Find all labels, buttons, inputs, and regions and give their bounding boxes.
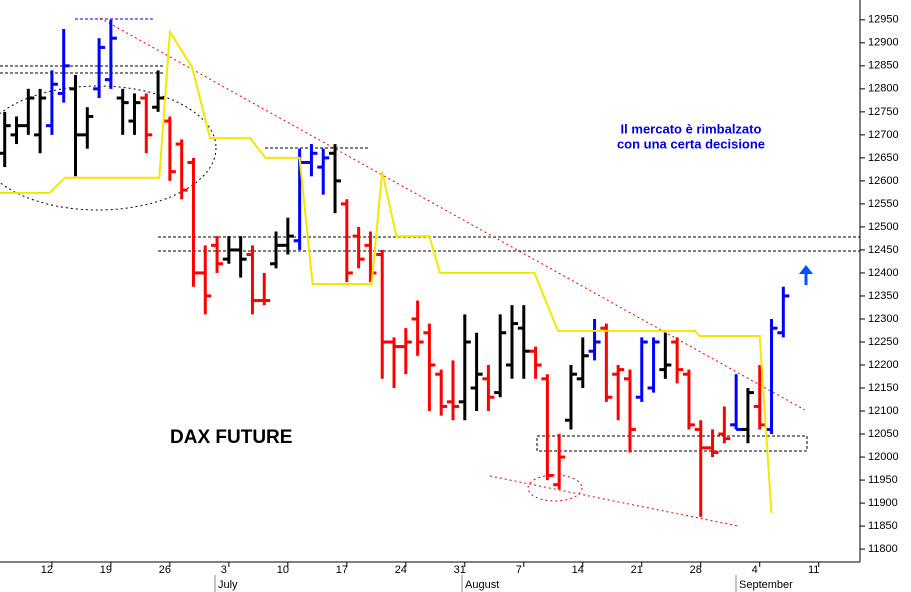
y-tick-label: 12550 — [868, 198, 899, 210]
y-tick-label: 12050 — [868, 428, 899, 440]
x-tick-label: 11 — [808, 564, 819, 576]
x-tick-label: 7 — [516, 564, 522, 576]
x-tick-label: 21 — [631, 564, 643, 576]
y-tick-label: 12600 — [868, 175, 899, 187]
y-tick-label: 12000 — [868, 451, 899, 463]
y-tick-label: 11850 — [868, 520, 898, 532]
x-tick-label: 31 — [454, 564, 466, 576]
month-label: July — [218, 579, 238, 591]
month-label: August — [465, 579, 499, 591]
x-tick-label: 19 — [100, 564, 112, 576]
highlight-ellipse — [0, 85, 217, 211]
x-tick-label: 10 — [277, 564, 289, 576]
month-label: September — [739, 579, 793, 591]
x-tick-label: 14 — [572, 564, 584, 576]
y-tick-label: 12500 — [868, 221, 899, 233]
x-tick-label: 4 — [752, 564, 758, 576]
overlay-line — [0, 28, 773, 514]
y-tick-label: 12450 — [868, 244, 899, 256]
y-tick-label: 12700 — [868, 129, 899, 141]
y-tick-label: 12250 — [868, 336, 899, 348]
y-tick-label: 12850 — [868, 60, 899, 72]
x-tick-label: 28 — [690, 564, 702, 576]
x-tick-label: 17 — [336, 564, 348, 576]
y-tick-label: 12900 — [868, 37, 899, 49]
up-arrow — [799, 265, 813, 285]
highlight-ellipse — [527, 474, 583, 502]
y-tick-label: 12650 — [868, 152, 899, 164]
x-tick-label: 12 — [41, 564, 53, 576]
y-tick-label: 12950 — [868, 14, 899, 26]
y-tick-label: 12800 — [868, 83, 899, 95]
annotation: Il mercato è rimbalzato — [621, 121, 762, 136]
x-tick-label: 24 — [395, 564, 407, 576]
x-tick-label: 26 — [159, 564, 171, 576]
x-tick-label: 3 — [221, 564, 227, 576]
y-tick-label: 12350 — [868, 290, 899, 302]
y-tick-label: 12400 — [868, 267, 899, 279]
chart-title: DAX FUTURE — [170, 427, 292, 448]
y-tick-label: 12750 — [868, 106, 899, 118]
y-tick-label: 11950 — [868, 474, 898, 486]
y-tick-label: 12300 — [868, 313, 899, 325]
y-tick-label: 11900 — [868, 497, 898, 509]
highlight-box — [536, 435, 808, 452]
annotation: con una certa decisione — [617, 136, 765, 151]
y-tick-label: 12200 — [868, 359, 899, 371]
trend-line — [489, 475, 739, 527]
y-tick-label: 12150 — [868, 382, 899, 394]
y-tick-label: 11800 — [868, 543, 898, 555]
y-tick-label: 12100 — [868, 405, 899, 417]
